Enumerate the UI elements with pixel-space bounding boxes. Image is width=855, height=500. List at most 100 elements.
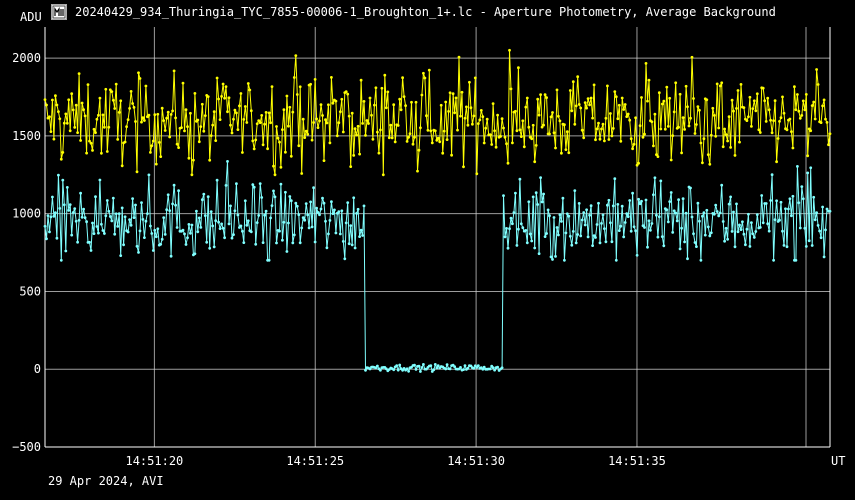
data-point — [790, 214, 793, 218]
data-point — [574, 241, 578, 245]
data-point — [408, 132, 412, 136]
data-point — [172, 183, 176, 187]
data-point — [169, 113, 173, 116]
data-point — [303, 136, 307, 140]
data-point — [706, 225, 710, 229]
data-point — [730, 230, 734, 233]
data-point — [586, 235, 590, 239]
data-point — [662, 99, 666, 103]
chart-series — [43, 48, 832, 374]
data-point — [335, 134, 339, 138]
data-point — [57, 110, 60, 113]
data-point — [291, 241, 295, 245]
data-point — [396, 368, 400, 372]
data-point — [524, 105, 528, 109]
data-point — [88, 139, 91, 143]
data-point — [652, 193, 655, 197]
data-point — [275, 125, 278, 128]
data-point — [506, 161, 510, 165]
data-point — [355, 133, 358, 137]
data-point — [227, 222, 231, 226]
data-point — [313, 240, 317, 244]
data-point — [218, 118, 222, 121]
data-point — [692, 232, 695, 236]
data-point — [827, 143, 830, 147]
data-point — [386, 90, 390, 94]
data-point — [410, 100, 413, 104]
data-point — [730, 98, 734, 102]
data-point — [660, 102, 664, 106]
data-point — [775, 199, 778, 203]
data-point — [531, 195, 535, 199]
data-point — [116, 138, 120, 141]
data-point — [724, 133, 728, 137]
data-point — [611, 204, 615, 208]
x-tick-label: 14:51:35 — [608, 454, 666, 468]
data-point — [540, 125, 544, 129]
data-point — [355, 212, 358, 215]
data-point — [662, 244, 666, 248]
data-point — [619, 224, 623, 228]
data-point — [208, 246, 212, 250]
data-point — [239, 224, 243, 228]
data-point — [163, 129, 167, 132]
data-point — [245, 223, 249, 227]
data-point — [628, 199, 632, 202]
data-point — [65, 186, 69, 189]
data-point — [591, 116, 594, 120]
data-point — [273, 173, 277, 177]
x-tick-labels: 14:51:20 14:51:25 14:51:30 14:51:35 — [125, 454, 665, 468]
data-point — [475, 366, 479, 369]
data-point — [666, 220, 670, 224]
data-point — [635, 253, 639, 257]
data-point — [565, 212, 569, 216]
data-point — [739, 228, 743, 232]
data-point — [503, 235, 507, 239]
data-point — [806, 171, 810, 175]
data-point — [744, 243, 747, 247]
data-point — [528, 232, 532, 236]
data-point — [221, 82, 225, 86]
data-point — [301, 117, 305, 121]
data-point — [105, 150, 109, 153]
data-point — [589, 96, 593, 100]
data-point — [100, 151, 103, 155]
data-point — [154, 235, 158, 239]
data-point — [695, 123, 698, 126]
data-point — [436, 364, 440, 368]
data-point — [525, 241, 529, 245]
data-point — [94, 131, 97, 135]
data-point — [684, 211, 688, 215]
data-point — [462, 165, 465, 169]
data-point — [425, 114, 428, 118]
data-point — [74, 219, 78, 223]
data-point — [236, 213, 240, 217]
data-point — [346, 92, 350, 96]
data-point — [220, 222, 224, 226]
data-point — [622, 108, 626, 111]
data-point — [708, 234, 712, 238]
data-point — [674, 81, 678, 85]
data-point — [693, 132, 697, 135]
data-point — [711, 106, 715, 110]
data-point — [678, 247, 682, 251]
data-point — [392, 103, 396, 107]
data-point — [59, 258, 63, 262]
data-point — [755, 213, 759, 217]
data-point — [249, 230, 253, 234]
data-point — [672, 209, 676, 213]
data-point — [199, 125, 203, 128]
data-point — [82, 108, 85, 112]
data-point — [289, 199, 293, 203]
data-point — [625, 212, 629, 216]
data-point — [567, 214, 571, 218]
data-point — [180, 126, 183, 129]
data-point — [444, 367, 448, 371]
data-point — [128, 218, 132, 222]
data-point — [703, 233, 707, 237]
y-tick-label: 0 — [34, 362, 41, 376]
data-point — [128, 107, 132, 110]
data-point — [230, 131, 234, 135]
data-point — [175, 226, 179, 229]
data-point — [766, 222, 770, 226]
